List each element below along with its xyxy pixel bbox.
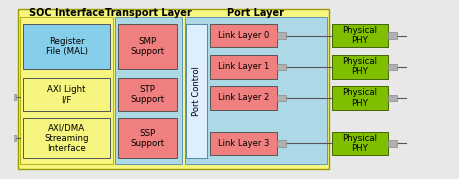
Text: Physical
PHY: Physical PHY <box>341 134 376 153</box>
Bar <box>331 24 387 47</box>
Text: Transport Layer: Transport Layer <box>105 8 192 18</box>
Bar <box>276 95 285 101</box>
Bar <box>276 64 285 70</box>
Bar <box>209 132 276 155</box>
Text: Link Layer 1: Link Layer 1 <box>217 62 268 71</box>
Bar <box>20 17 113 164</box>
Bar <box>186 24 207 158</box>
Bar <box>23 118 110 158</box>
Bar <box>18 9 329 169</box>
Bar <box>387 140 397 147</box>
Bar <box>387 64 397 70</box>
Text: Link Layer 2: Link Layer 2 <box>217 93 268 102</box>
Text: Register
File (MAL): Register File (MAL) <box>45 37 87 56</box>
Bar <box>209 24 276 47</box>
Text: SMP
Support: SMP Support <box>130 37 164 56</box>
Text: AXI/DMA
Streaming
Interface: AXI/DMA Streaming Interface <box>44 123 89 153</box>
Bar <box>331 132 387 155</box>
Bar <box>6 135 16 141</box>
Bar <box>331 55 387 79</box>
Text: Physical
PHY: Physical PHY <box>341 57 376 76</box>
Bar <box>185 17 326 164</box>
Bar <box>115 17 182 164</box>
Bar <box>209 55 276 79</box>
Text: Physical
PHY: Physical PHY <box>341 88 376 108</box>
Text: STP
Support: STP Support <box>130 85 164 104</box>
Bar <box>118 78 176 111</box>
Bar <box>23 24 110 69</box>
Text: Port Layer: Port Layer <box>227 8 284 18</box>
Bar <box>6 94 16 100</box>
Bar <box>23 78 110 111</box>
Text: Port Control: Port Control <box>192 66 201 116</box>
Text: SSP
Support: SSP Support <box>130 129 164 148</box>
Bar <box>276 32 285 39</box>
Text: SOC Interface: SOC Interface <box>28 8 104 18</box>
Bar <box>276 140 285 147</box>
Bar <box>118 24 176 69</box>
Text: AXI Light
I/F: AXI Light I/F <box>47 85 86 104</box>
Bar <box>331 86 387 110</box>
Text: Link Layer 0: Link Layer 0 <box>217 31 268 40</box>
Bar <box>387 32 397 39</box>
Text: Link Layer 3: Link Layer 3 <box>217 139 269 148</box>
Bar <box>387 95 397 101</box>
Bar <box>118 118 176 158</box>
Bar <box>209 86 276 110</box>
Text: Physical
PHY: Physical PHY <box>341 26 376 45</box>
